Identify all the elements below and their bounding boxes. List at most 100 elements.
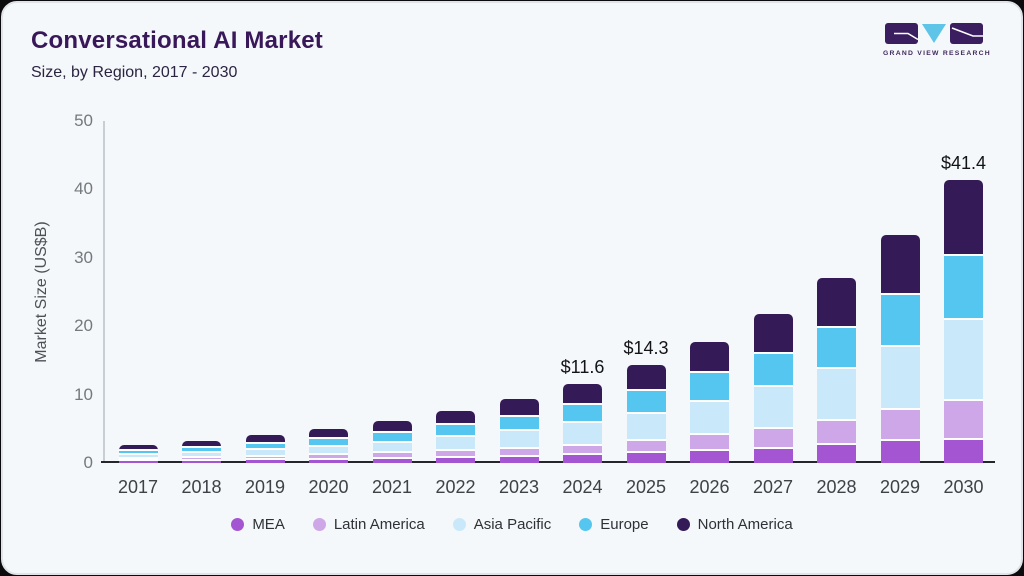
x-tick-label: 2030: [943, 477, 984, 497]
bar-segment-europe: [690, 373, 729, 403]
bar-segment-europe: [817, 327, 856, 370]
bar-segment-north-america: [499, 398, 539, 417]
legend: MEA Latin America Asia Pacific Europe North …: [3, 516, 1021, 533]
legend-item-mea: MEA: [231, 516, 285, 533]
bar-segment-latin-america: [690, 434, 729, 452]
legend-dot-icon: [312, 518, 326, 531]
x-tick-label: 2017: [117, 477, 159, 497]
bar-segment-latin-america: [372, 453, 412, 459]
bar-segment-asia-pacific: [690, 402, 729, 435]
bar-segment-latin-america: [436, 451, 475, 458]
stacked-bar-2030: [944, 179, 983, 463]
bar-segment-asia-pacific: [563, 423, 602, 446]
legend-label: MEA: [252, 516, 285, 533]
bar-segment-europe: [944, 255, 983, 321]
y-axis-line: [103, 121, 105, 463]
y-tick-label: 30: [74, 247, 93, 267]
bar-segment-mea: [245, 460, 285, 463]
stacked-bar-2024: [563, 383, 602, 463]
bar-segment-north-america: [182, 441, 221, 448]
bar-segment-asia-pacific: [499, 430, 539, 449]
legend-label: Latin America: [333, 516, 425, 533]
stacked-bar-2029: [880, 234, 920, 463]
gvr-logo-marks: [883, 23, 985, 46]
legend-dot-icon: [452, 518, 466, 531]
bar-segment-latin-america: [626, 441, 666, 454]
legend-label: Asia Pacific: [473, 516, 552, 533]
gvr-logo: GRAND VIEW RESEARCH: [883, 23, 991, 57]
bar-segment-mea: [372, 458, 412, 463]
x-tick-label: 2026: [689, 477, 730, 497]
bar-segment-mea: [753, 448, 793, 463]
bar-segment-asia-pacific: [817, 369, 856, 421]
bar-segment-europe: [880, 295, 920, 347]
x-tick-label: 2019: [244, 477, 286, 497]
bar-segment-asia-pacific: [309, 446, 348, 456]
y-axis-title: Market Size (US$B): [33, 221, 50, 363]
bar-segment-mea: [817, 445, 856, 463]
x-tick-label: 2021: [371, 477, 413, 497]
y-tick-label: 0: [83, 453, 93, 472]
stacked-bar-2023: [499, 398, 539, 463]
bar-segment-latin-america: [245, 456, 285, 461]
bar-segment-latin-america: [182, 457, 221, 461]
bar-segment-mea: [182, 460, 221, 463]
bar-segment-latin-america: [880, 410, 920, 442]
x-tick-label: 2027: [752, 477, 794, 497]
bar-segment-north-america: [372, 420, 412, 433]
bar-segment-north-america: [817, 278, 856, 328]
bar-segment-asia-pacific: [372, 442, 412, 454]
bar-segment-mea: [880, 441, 920, 463]
bar-segment-mea: [944, 439, 983, 463]
bar-segment-latin-america: [499, 448, 539, 457]
stacked-bar-2022: [436, 411, 475, 463]
bar-segment-north-america: [690, 341, 729, 374]
bar-segment-europe: [182, 447, 221, 453]
bar-segment-mea: [309, 459, 348, 463]
legend-dot-icon: [676, 518, 690, 531]
logo-caption: GRAND VIEW RESEARCH: [883, 50, 991, 57]
stacked-bar-2019: [245, 435, 285, 463]
legend-label: Europe: [600, 516, 649, 533]
bar-segment-latin-america: [817, 420, 856, 446]
stacked-bar-2021: [372, 420, 412, 463]
bar-value-label: $14.3: [623, 338, 669, 359]
stacked-bar-2018: [182, 441, 221, 463]
plot-area: $11.6 $14.3 $41.4: [103, 121, 993, 463]
x-tick-label: 2024: [562, 477, 603, 497]
legend-item-europe: Europe: [579, 516, 649, 533]
stacked-bar-2025: [626, 365, 666, 463]
bar-segment-europe: [499, 416, 539, 431]
bar-segment-asia-pacific: [118, 454, 158, 459]
legend-dot-icon: [231, 518, 245, 531]
x-tick-label: 2018: [181, 477, 222, 497]
bar-value-label: $41.4: [940, 152, 987, 173]
legend-item-latin-america: Latin America: [312, 516, 425, 533]
bar-segment-north-america: [118, 445, 158, 451]
bar-segment-latin-america: [753, 428, 793, 449]
legend-item-north-america: North America: [676, 516, 793, 533]
logo-v-icon: [922, 24, 946, 43]
bar-segment-asia-pacific: [944, 320, 983, 402]
bar-segment-mea: [118, 461, 158, 463]
bar-segment-asia-pacific: [753, 387, 793, 429]
bar-segment-asia-pacific: [436, 437, 475, 452]
bar-segment-north-america: [626, 365, 666, 392]
chart-title: Conversational AI Market: [31, 27, 323, 54]
bar-segment-europe: [245, 443, 285, 451]
bar-segment-mea: [690, 451, 729, 463]
x-tick-label: 2022: [435, 477, 476, 497]
bar-segment-north-america: [309, 428, 348, 440]
bar-segment-mea: [563, 454, 602, 463]
stacked-bar-2028: [817, 278, 856, 463]
x-tick-label: 2028: [816, 477, 857, 497]
bar-segment-asia-pacific: [880, 346, 920, 411]
bar-segment-north-america: [753, 313, 793, 354]
legend-label: North America: [697, 516, 793, 533]
bar-segment-europe: [436, 425, 475, 438]
y-tick-label: 20: [74, 316, 93, 336]
bar-segment-mea: [499, 456, 539, 463]
bar-segment-europe: [563, 404, 602, 424]
bar-segment-asia-pacific: [245, 450, 285, 457]
